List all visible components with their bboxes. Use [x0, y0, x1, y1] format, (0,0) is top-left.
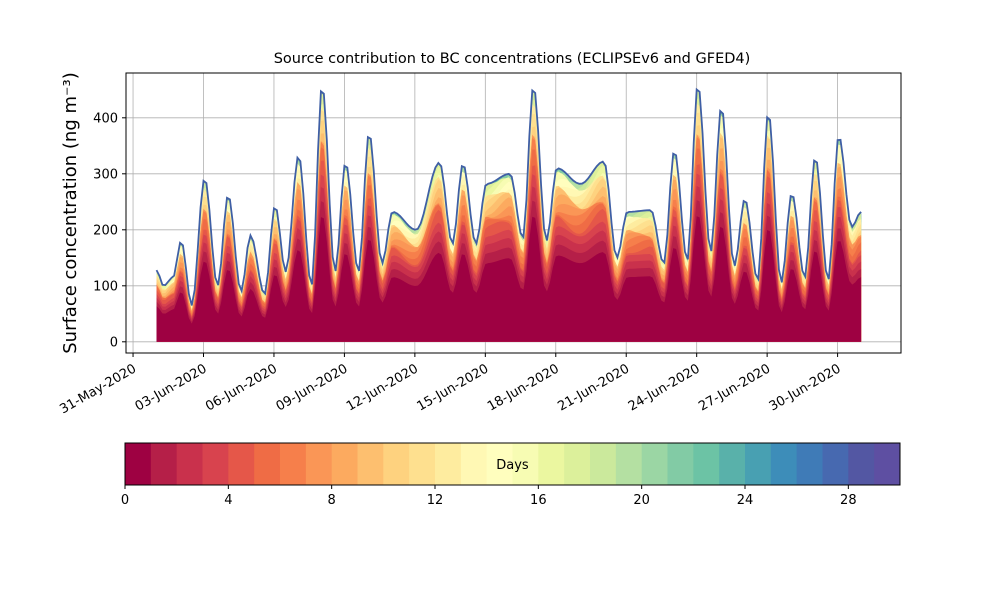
colorbar-cell	[667, 443, 694, 485]
colorbar-tick-label: 24	[737, 493, 754, 508]
y-tick-label: 100	[93, 279, 118, 294]
x-tick-label: 15-Jun-2020	[414, 361, 491, 414]
y-axis-label: Surface concentration (ng m⁻³)	[60, 72, 81, 354]
colorbar-cell	[538, 443, 565, 485]
colorbar-cell	[770, 443, 798, 485]
colorbar-tick-label: 0	[121, 493, 129, 508]
chart-title: Source contribution to BC concentrations…	[274, 51, 751, 67]
colorbar-cell	[822, 443, 849, 485]
colorbar-tick-label: 28	[840, 493, 857, 508]
plot-frame	[125, 72, 902, 354]
x-tick-label: 27-Jun-2020	[696, 361, 773, 414]
colorbar-cell	[202, 443, 229, 485]
y-tick-label: 400	[93, 111, 118, 126]
colorbar-frame	[124, 442, 901, 486]
y-tick-label: 0	[110, 335, 118, 350]
colorbar-tick-label: 12	[427, 493, 444, 508]
area-age-0	[156, 216, 862, 342]
colorbar-tick-label: 20	[633, 493, 650, 508]
colorbar-cell	[125, 443, 152, 485]
plot-area: 0 100 200 300 400 31-May-202003-Jun-202006-Ju…	[57, 72, 902, 417]
colorbar-cell	[590, 443, 617, 485]
colorbar-cell	[331, 443, 358, 485]
colorbar-cell	[228, 443, 255, 485]
colorbar-cell	[796, 443, 823, 485]
colorbar-cell	[460, 443, 488, 485]
colorbar-cell	[357, 443, 384, 485]
y-axis: 0 100 200 300 400	[93, 111, 126, 350]
colorbar-cell	[176, 443, 203, 485]
x-tick-label: 06-Jun-2020	[203, 361, 280, 414]
x-tick-label: 24-Jun-2020	[626, 361, 703, 414]
colorbar-cell	[874, 443, 901, 485]
colorbar-cell	[254, 443, 281, 485]
x-tick-label: 18-Jun-2020	[485, 361, 562, 414]
x-tick-label: 21-Jun-2020	[555, 361, 632, 414]
x-axis: 31-May-202003-Jun-202006-Jun-202009-Jun-…	[57, 353, 844, 417]
x-tick-label: 03-Jun-2020	[133, 361, 210, 414]
colorbar-cell	[280, 443, 307, 485]
colorbar-cell	[641, 443, 668, 485]
colorbar-cell	[486, 443, 513, 485]
x-tick-label: 30-Jun-2020	[767, 361, 844, 414]
y-tick-label: 300	[93, 167, 118, 182]
colorbar-tick-label: 16	[530, 493, 547, 508]
colorbar-cell	[848, 443, 875, 485]
colorbar: Days 0 4 8 12 16 20 24 28	[121, 442, 901, 508]
colorbar-cell	[150, 443, 178, 485]
colorbar-cell	[564, 443, 591, 485]
colorbar-cell	[745, 443, 772, 485]
total-concentration-line	[155, 87, 862, 306]
x-tick-label: 09-Jun-2020	[274, 361, 351, 414]
x-tick-label: 31-May-2020	[57, 361, 139, 417]
colorbar-label: Days	[496, 458, 529, 473]
colorbar-tick-label: 8	[328, 493, 336, 508]
colorbar-cell	[615, 443, 643, 485]
colorbar-cell	[435, 443, 462, 485]
colorbar-cell	[409, 443, 436, 485]
colorbar-cell	[305, 443, 333, 485]
y-tick-label: 200	[93, 223, 118, 238]
colorbar-cell	[383, 443, 410, 485]
x-tick-label: 12-Jun-2020	[344, 361, 421, 414]
colorbar-cell	[693, 443, 720, 485]
colorbar-tick-label: 4	[224, 493, 232, 508]
stacked-areas	[155, 87, 862, 342]
colorbar-cell	[512, 443, 539, 485]
colorbar-cell	[719, 443, 746, 485]
